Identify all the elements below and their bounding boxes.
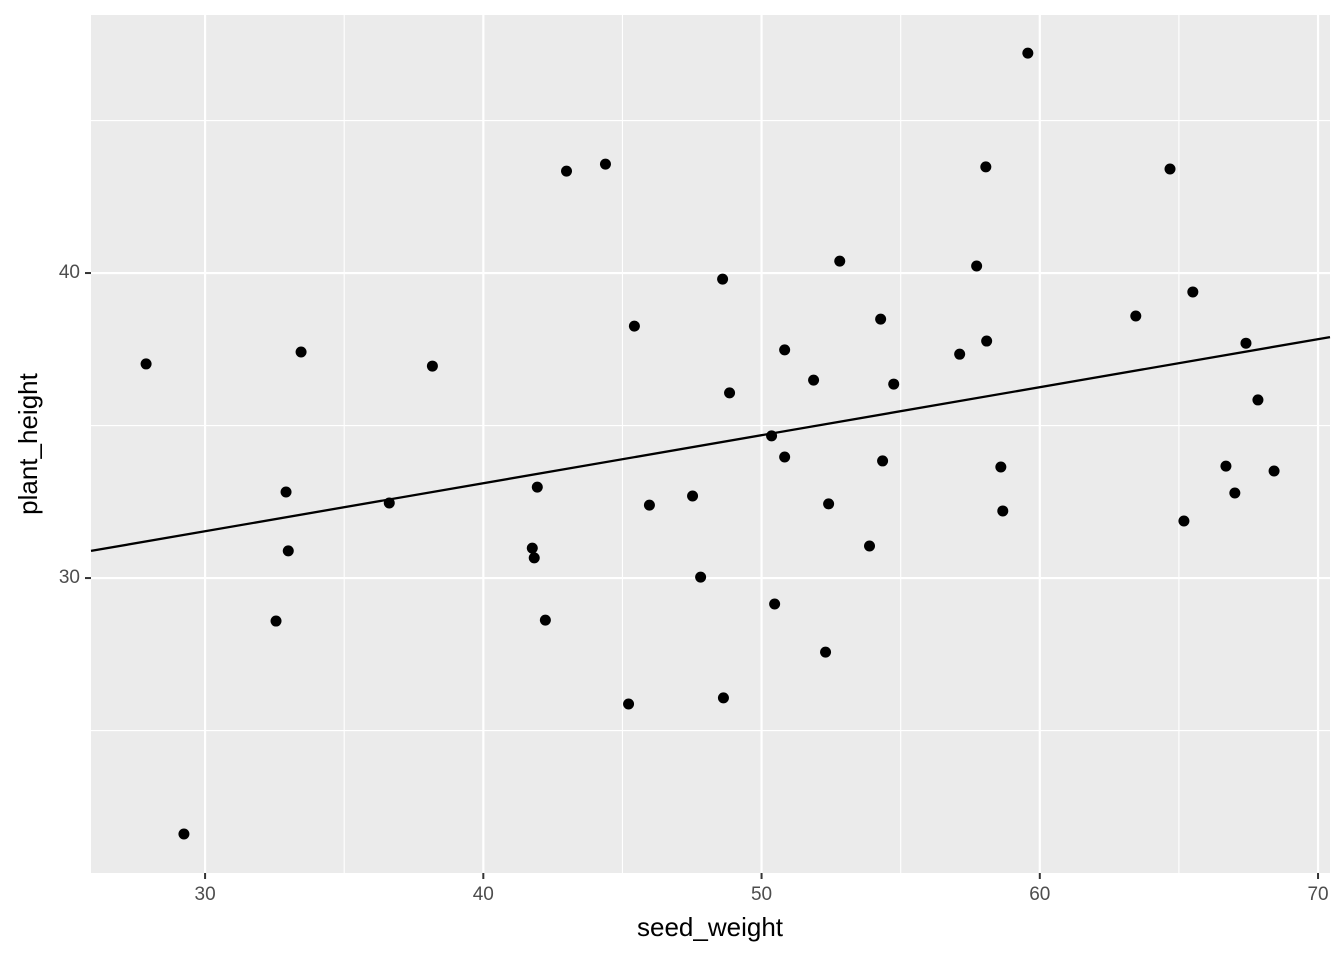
x-tick-label: 50	[751, 884, 772, 905]
point	[280, 486, 292, 498]
point	[1178, 515, 1190, 527]
point	[808, 374, 820, 386]
point	[539, 614, 551, 626]
point	[270, 615, 282, 627]
point	[1130, 310, 1142, 322]
point	[1022, 47, 1034, 59]
point	[643, 499, 655, 511]
point	[997, 505, 1009, 517]
x-tick-label: 60	[1029, 884, 1050, 905]
point	[426, 360, 438, 372]
point	[834, 255, 846, 267]
point	[875, 313, 887, 325]
point	[140, 358, 152, 370]
point	[526, 542, 538, 554]
point	[981, 335, 993, 347]
point	[864, 540, 876, 552]
x-tick-label: 30	[195, 884, 216, 905]
point	[769, 598, 781, 610]
x-tick-label: 70	[1307, 884, 1328, 905]
point	[1220, 460, 1232, 472]
x-axis-title: seed_weight	[637, 912, 784, 942]
point	[178, 828, 190, 840]
y-tick-label: 30	[59, 567, 80, 588]
point	[687, 490, 699, 502]
point	[1268, 465, 1280, 477]
point	[823, 498, 835, 510]
point	[995, 461, 1007, 473]
y-axis-title: plant_height	[13, 372, 43, 514]
point	[1229, 487, 1241, 499]
point	[1252, 394, 1264, 406]
point	[561, 165, 573, 177]
point	[1240, 337, 1252, 349]
point	[628, 320, 640, 332]
point	[528, 552, 540, 564]
x-tick-label: 40	[473, 884, 494, 905]
point	[1187, 286, 1199, 298]
point	[888, 378, 900, 390]
point	[779, 344, 791, 356]
point	[295, 346, 307, 358]
point	[623, 698, 635, 710]
point	[820, 646, 832, 658]
point	[779, 451, 791, 463]
trend-line	[90, 335, 1331, 553]
point	[954, 348, 966, 360]
y-tick-label: 40	[59, 262, 80, 283]
point	[971, 260, 983, 272]
point	[980, 161, 992, 173]
point	[282, 545, 294, 557]
point	[724, 387, 736, 399]
point	[877, 455, 889, 467]
point	[599, 158, 611, 170]
point	[1164, 163, 1176, 175]
point	[695, 571, 707, 583]
point	[717, 692, 729, 704]
point	[717, 273, 729, 285]
point	[531, 481, 543, 493]
